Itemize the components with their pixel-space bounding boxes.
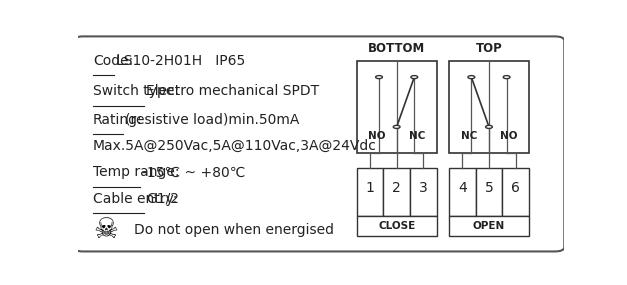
Text: Do not open when energised: Do not open when energised — [134, 223, 334, 237]
Text: LS10-2H01H   IP65: LS10-2H01H IP65 — [116, 54, 246, 68]
Circle shape — [411, 76, 418, 79]
Circle shape — [485, 125, 492, 129]
Text: BOTTOM: BOTTOM — [368, 42, 425, 55]
Text: -15℃ ~ +80℃: -15℃ ~ +80℃ — [142, 166, 245, 180]
Text: Rating:: Rating: — [93, 113, 142, 127]
Bar — [357, 216, 437, 236]
Text: 3: 3 — [419, 181, 428, 195]
Bar — [410, 168, 437, 216]
Text: 1: 1 — [366, 181, 374, 195]
Text: 4: 4 — [458, 181, 466, 195]
Bar — [383, 168, 410, 216]
Bar — [502, 168, 529, 216]
Text: Temp range:: Temp range: — [93, 166, 179, 180]
Bar — [357, 60, 437, 153]
Text: ☠: ☠ — [93, 215, 118, 243]
Text: NO: NO — [500, 131, 518, 141]
Circle shape — [468, 76, 475, 79]
Text: 2: 2 — [393, 181, 401, 195]
Text: TOP: TOP — [476, 42, 502, 55]
Text: G1/2: G1/2 — [146, 192, 179, 206]
Text: Electro mechanical SPDT: Electro mechanical SPDT — [146, 84, 319, 98]
Text: Switch type:: Switch type: — [93, 84, 179, 98]
Circle shape — [503, 76, 510, 79]
Text: (resistive load)min.50mA: (resistive load)min.50mA — [125, 113, 299, 127]
Bar — [449, 60, 529, 153]
Bar — [449, 216, 529, 236]
Text: NC: NC — [409, 131, 425, 141]
Bar — [476, 168, 502, 216]
Bar — [449, 168, 476, 216]
FancyBboxPatch shape — [73, 36, 564, 251]
Circle shape — [393, 125, 400, 129]
Text: NC: NC — [461, 131, 477, 141]
Text: CLOSE: CLOSE — [378, 221, 415, 231]
Bar — [357, 168, 383, 216]
Text: Cable entry:: Cable entry: — [93, 192, 177, 206]
Circle shape — [376, 76, 382, 79]
Text: 5: 5 — [485, 181, 493, 195]
Text: 6: 6 — [511, 181, 520, 195]
Text: OPEN: OPEN — [473, 221, 505, 231]
Text: NO: NO — [368, 131, 386, 141]
Text: Code:: Code: — [93, 54, 133, 68]
Text: Max.5A@250Vac,5A@110Vac,3A@24Vdc: Max.5A@250Vac,5A@110Vac,3A@24Vdc — [93, 139, 377, 153]
